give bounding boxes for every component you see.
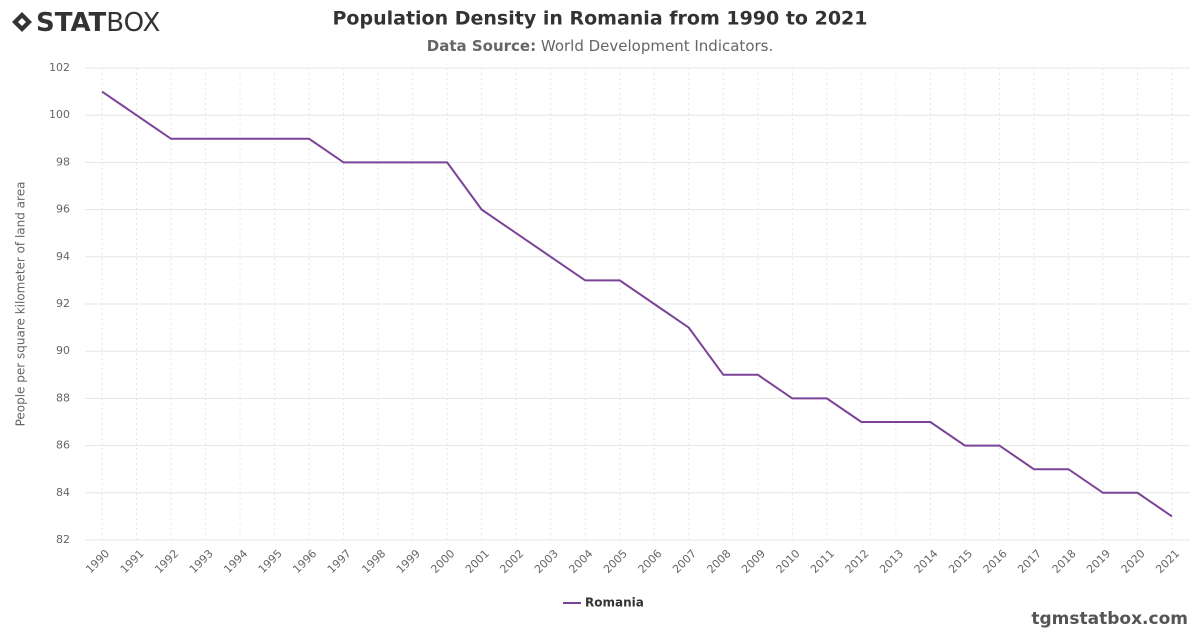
footer: tgmstatbox.com <box>1031 609 1188 629</box>
x-tick-label: 2017 <box>1015 547 1044 576</box>
x-tick-label: 1994 <box>221 547 250 576</box>
x-tick-label: 2007 <box>670 547 699 576</box>
data-line <box>101 90 1173 518</box>
y-tick-label: 84 <box>56 486 70 499</box>
x-tick-label: 2013 <box>877 547 906 576</box>
x-tick-label: 2000 <box>428 547 457 576</box>
logo-icon <box>12 12 32 32</box>
legend-label: Romania <box>585 596 644 610</box>
x-tick-label: 2001 <box>463 547 492 576</box>
x-tick-label: 2005 <box>601 547 630 576</box>
y-tick-label: 102 <box>49 61 70 74</box>
x-tick-label: 2012 <box>843 547 872 576</box>
logo-light: BOX <box>106 8 160 38</box>
y-tick-label: 86 <box>56 439 70 452</box>
x-tick-label: 2008 <box>705 547 734 576</box>
x-tick-label: 2014 <box>912 547 941 576</box>
y-tick-label: 98 <box>56 155 70 168</box>
x-tick-label: 2003 <box>532 547 561 576</box>
x-tick-label: 1992 <box>152 547 181 576</box>
y-tick-label: 96 <box>56 203 70 216</box>
chart-subtitle: Data Source: World Development Indicator… <box>427 37 774 55</box>
source: World Development Indicators. <box>541 37 773 55</box>
x-tick-label: 1996 <box>290 547 319 576</box>
chart-title: Population Density in Romania from 1990 … <box>333 8 868 30</box>
x-tick-label: 1997 <box>325 547 354 576</box>
x-tick-label: 2009 <box>739 547 768 576</box>
x-tick-label: 1991 <box>118 547 147 576</box>
x-tick-label: 2011 <box>808 547 837 576</box>
x-tick-label: 1995 <box>256 547 285 576</box>
x-tick-label: 2010 <box>774 547 803 576</box>
y-axis-label: People per square kilometer of land area <box>14 182 28 427</box>
x-tick-label: 2021 <box>1153 547 1182 576</box>
y-tick-label: 90 <box>56 344 70 357</box>
x-tick-label: 1999 <box>394 547 423 576</box>
x-tick-label: 2004 <box>566 547 595 576</box>
x-tick-label: 2015 <box>946 547 975 576</box>
x-tick-label: 1993 <box>187 547 216 576</box>
x-tick-label: 2006 <box>636 547 665 576</box>
source-label: Data Source: <box>427 37 536 55</box>
x-tick-label: 2018 <box>1050 547 1079 576</box>
y-tick-label: 92 <box>56 297 70 310</box>
y-tick-label: 82 <box>56 533 70 546</box>
x-tick-label: 2016 <box>981 547 1010 576</box>
y-tick-label: 88 <box>56 391 70 404</box>
y-tick-label: 94 <box>56 250 70 263</box>
x-tick-label: 2002 <box>497 547 526 576</box>
x-tick-label: 2019 <box>1084 547 1113 576</box>
x-tick-label: 1998 <box>359 547 388 576</box>
x-tick-label: 2020 <box>1119 547 1148 576</box>
logo: STATBOX <box>12 8 160 38</box>
x-tick-label: 1990 <box>83 547 112 576</box>
logo-text: STATBOX <box>36 8 160 38</box>
y-tick-label: 100 <box>49 108 70 121</box>
logo-bold: STAT <box>36 8 107 38</box>
